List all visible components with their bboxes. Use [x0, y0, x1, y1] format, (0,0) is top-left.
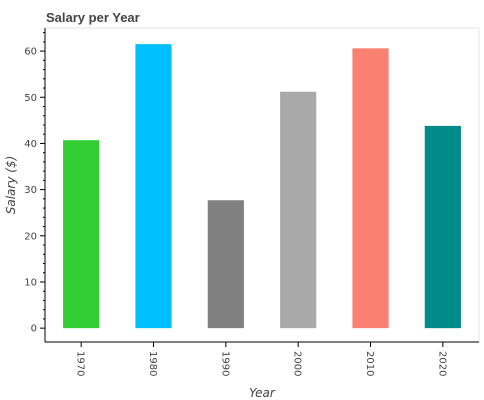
bar-1970	[63, 140, 100, 329]
y-axis: 0 10 20 30 40 50 60	[24, 32, 45, 335]
x-tick-label: 2020	[436, 351, 447, 376]
x-axis-label: Year	[249, 386, 276, 400]
x-tick-label: 2000	[292, 351, 303, 376]
y-tick-label: 20	[24, 231, 37, 242]
y-tick-label: 60	[24, 47, 37, 58]
bars-group	[63, 44, 461, 329]
x-tick-label: 1980	[147, 351, 158, 376]
x-tick-label: 1990	[219, 351, 230, 376]
bar-1980	[135, 44, 172, 329]
bar-1990	[207, 200, 244, 329]
y-tick-label: 10	[24, 277, 37, 288]
chart-title: Salary per Year	[46, 10, 140, 25]
y-tick-label: 30	[24, 185, 37, 196]
x-tick-label: 1970	[75, 351, 86, 376]
bar-2020	[424, 125, 461, 329]
bar-2010	[352, 48, 389, 329]
plot-frame	[44, 27, 480, 343]
x-tick-label: 2010	[364, 351, 375, 376]
x-axis: 1970 1980 1990 2000 2010 2020	[75, 342, 447, 376]
y-axis-label: Salary ($)	[4, 156, 18, 215]
y-tick-label: 40	[24, 139, 37, 150]
bar-2000	[280, 91, 317, 329]
y-tick-label: 50	[24, 93, 37, 104]
y-tick-label: 0	[31, 324, 37, 335]
